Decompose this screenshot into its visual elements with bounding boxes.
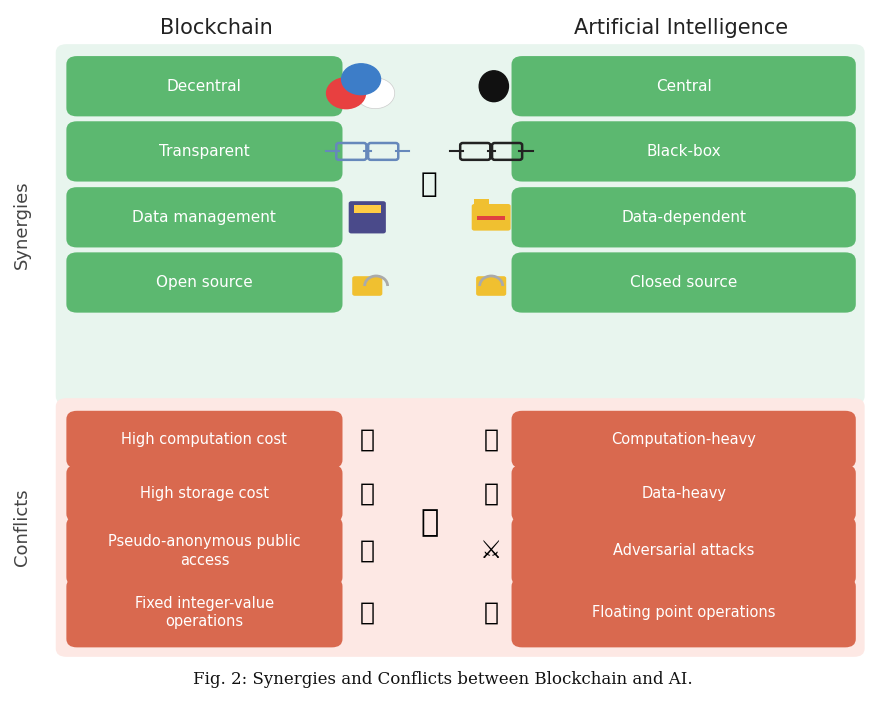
FancyBboxPatch shape bbox=[66, 252, 342, 313]
Text: Floating point operations: Floating point operations bbox=[592, 605, 775, 620]
Text: Adversarial attacks: Adversarial attacks bbox=[613, 543, 754, 559]
FancyBboxPatch shape bbox=[512, 121, 856, 182]
FancyBboxPatch shape bbox=[66, 578, 342, 648]
FancyBboxPatch shape bbox=[472, 204, 511, 231]
Text: Data management: Data management bbox=[133, 210, 276, 225]
FancyBboxPatch shape bbox=[512, 411, 856, 468]
Text: Artificial Intelligence: Artificial Intelligence bbox=[574, 18, 789, 38]
Text: Closed source: Closed source bbox=[630, 275, 737, 290]
Bar bbox=[477, 216, 505, 220]
Text: Data-dependent: Data-dependent bbox=[621, 210, 746, 225]
Text: Decentral: Decentral bbox=[167, 79, 242, 94]
FancyBboxPatch shape bbox=[66, 56, 342, 116]
Text: 🤚: 🤚 bbox=[420, 508, 438, 537]
Text: Pseudo-anonymous public
access: Pseudo-anonymous public access bbox=[108, 534, 301, 568]
Text: 💾: 💾 bbox=[360, 482, 374, 505]
Circle shape bbox=[342, 64, 381, 95]
FancyBboxPatch shape bbox=[512, 465, 856, 522]
Text: 💾: 💾 bbox=[484, 482, 498, 505]
Bar bbox=[354, 205, 381, 213]
FancyBboxPatch shape bbox=[512, 516, 856, 586]
Circle shape bbox=[356, 78, 395, 109]
Text: Transparent: Transparent bbox=[159, 144, 250, 159]
Text: 🕵️: 🕵️ bbox=[360, 539, 374, 563]
FancyBboxPatch shape bbox=[512, 56, 856, 116]
FancyBboxPatch shape bbox=[66, 411, 342, 468]
Text: Conflicts: Conflicts bbox=[13, 489, 31, 566]
FancyBboxPatch shape bbox=[66, 465, 342, 522]
FancyBboxPatch shape bbox=[512, 578, 856, 648]
Text: Black-box: Black-box bbox=[646, 144, 721, 159]
FancyBboxPatch shape bbox=[512, 252, 856, 313]
FancyBboxPatch shape bbox=[476, 276, 506, 296]
Text: 💻: 💻 bbox=[484, 428, 498, 451]
Text: 🔮: 🔮 bbox=[484, 601, 498, 625]
Text: 🔟: 🔟 bbox=[360, 601, 374, 625]
Bar bbox=[474, 199, 489, 207]
Text: Fixed integer-value
operations: Fixed integer-value operations bbox=[135, 596, 274, 629]
Text: ⚔️: ⚔️ bbox=[480, 539, 503, 563]
Text: Synergies: Synergies bbox=[13, 180, 31, 268]
Text: 💻: 💻 bbox=[360, 428, 374, 451]
FancyBboxPatch shape bbox=[56, 44, 865, 404]
Ellipse shape bbox=[480, 71, 509, 102]
FancyBboxPatch shape bbox=[56, 398, 865, 657]
Text: Fig. 2: Synergies and Conflicts between Blockchain and AI.: Fig. 2: Synergies and Conflicts between … bbox=[193, 672, 692, 688]
Text: Open source: Open source bbox=[156, 275, 253, 290]
FancyBboxPatch shape bbox=[349, 201, 386, 233]
FancyBboxPatch shape bbox=[512, 187, 856, 247]
FancyBboxPatch shape bbox=[66, 187, 342, 247]
FancyBboxPatch shape bbox=[352, 276, 382, 296]
Text: High computation cost: High computation cost bbox=[121, 432, 288, 447]
FancyBboxPatch shape bbox=[66, 121, 342, 182]
Text: Central: Central bbox=[656, 79, 712, 94]
Circle shape bbox=[327, 78, 366, 109]
Text: High storage cost: High storage cost bbox=[140, 486, 269, 501]
Text: Blockchain: Blockchain bbox=[160, 18, 273, 38]
FancyBboxPatch shape bbox=[66, 516, 342, 586]
Text: Data-heavy: Data-heavy bbox=[641, 486, 727, 501]
Text: Computation-heavy: Computation-heavy bbox=[612, 432, 756, 447]
Text: 🤝: 🤝 bbox=[421, 170, 437, 198]
